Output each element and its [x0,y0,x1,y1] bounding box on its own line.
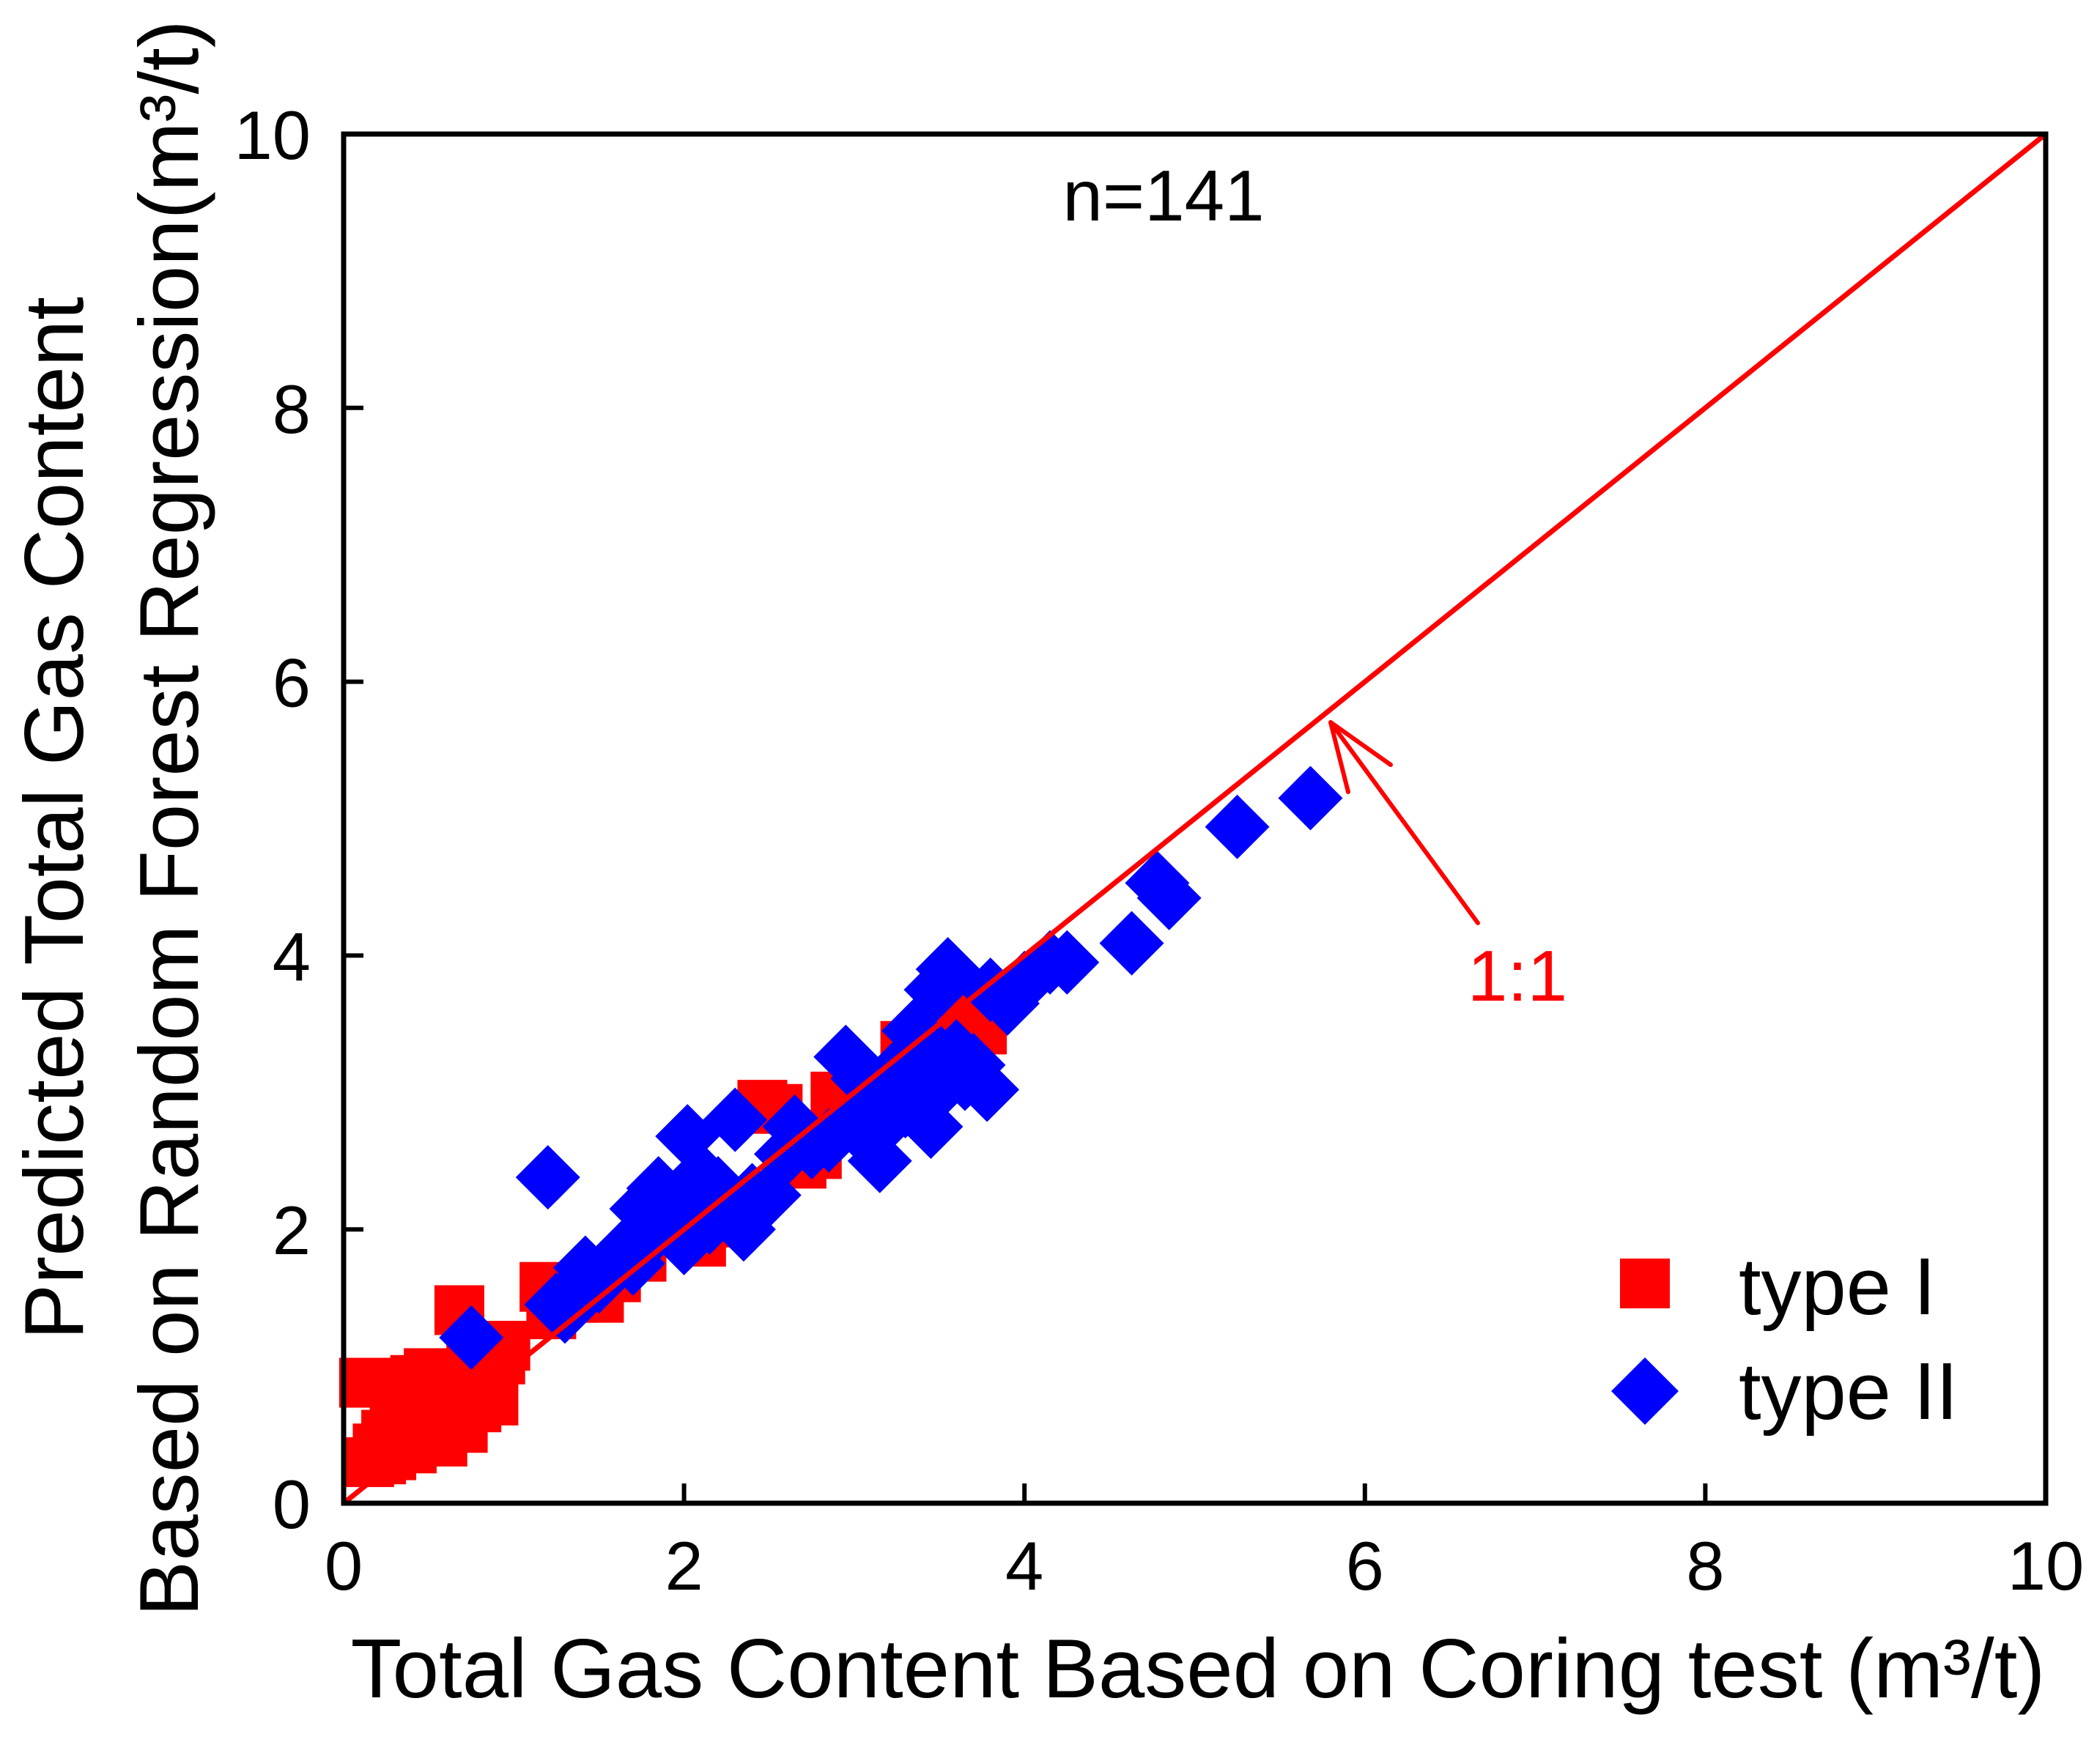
y-tick-label: 6 [273,645,311,722]
legend: type I type II [1611,1242,1959,1437]
type-ii-point [703,1087,768,1152]
legend-type-ii-label: type II [1739,1346,1959,1437]
x-tick-label: 6 [1346,1527,1384,1604]
type-ii-point [1205,794,1270,859]
type-ii-point [955,1057,1020,1122]
type-ii-point [515,1145,580,1210]
reference-arrow [1328,720,1480,925]
x-axis-title: Total Gas Content Based on Coring test (… [351,1623,2046,1716]
type-ii-point [694,1176,759,1242]
reference-line-1-1 [341,131,2049,1506]
y-axis-title-line-1: Predicted Total Gas Content [8,297,101,1340]
tick-marks [344,405,1708,1503]
tick-labels: 0 2 4 6 8 10 0 2 4 6 8 10 [234,97,2084,1604]
legend-type-i-label: type I [1739,1242,1936,1332]
type-i-point [390,1375,440,1426]
x-tick-label: 4 [1005,1527,1043,1604]
legend-type-i-marker [1620,1259,1670,1308]
y-tick-label: 10 [234,97,311,174]
type-i-point [344,1437,394,1487]
type-ii-point [847,1128,912,1193]
y-tick-label: 4 [273,918,311,995]
type-ii-point [1278,766,1343,831]
plot-frame [341,131,2049,1506]
x-tick-label: 2 [665,1527,703,1604]
legend-type-ii-marker [1611,1357,1679,1425]
points-layer [339,766,1343,1487]
y-tick-label: 2 [273,1192,311,1269]
x-tick-label: 0 [325,1527,363,1604]
type-ii-point [1136,865,1202,930]
type-ii-point [1099,911,1164,976]
x-tick-label: 10 [2008,1527,2085,1604]
y-tick-label: 0 [273,1466,311,1543]
x-tick-label: 8 [1686,1527,1724,1604]
type-ii-point [1035,930,1100,995]
reference-line-label: 1:1 [1468,935,1567,1016]
y-axis-title-line-2: Based on Random Forest Regression(m³/t) [123,20,216,1617]
y-tick-label: 8 [273,371,311,448]
chart-title: n=141 [1062,155,1264,236]
type-ii-point [439,1305,504,1370]
